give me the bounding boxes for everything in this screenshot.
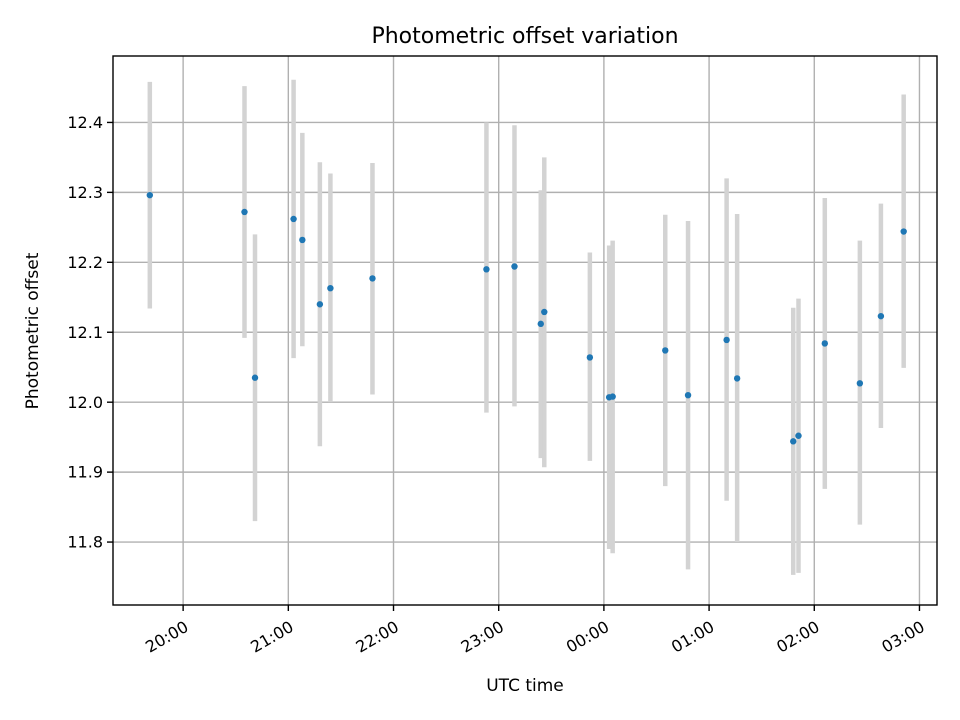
data-point [369, 275, 376, 282]
y-axis-label: Photometric offset [23, 252, 43, 409]
data-point [290, 215, 297, 223]
data-point [723, 336, 730, 344]
x-tick-label: 23:00 [458, 617, 507, 657]
data-point [900, 228, 907, 235]
errorbar-layer [147, 79, 906, 575]
data-point [299, 236, 306, 244]
data-point [541, 308, 548, 316]
data-point [790, 438, 797, 445]
x-axis-ticks: 20:00 21:00 22:00 23:00 00:00 01:00 02:00 03:00 [142, 605, 928, 657]
data-point [241, 208, 248, 216]
x-axis-label: UTC time [486, 676, 564, 696]
data-point [251, 374, 259, 381]
data-point [662, 347, 669, 354]
y-tick-label: 11.9 [67, 463, 103, 482]
data-point [483, 266, 490, 273]
data-point [146, 191, 154, 199]
y-tick-label: 12.3 [67, 183, 103, 202]
x-tick-label: 01:00 [668, 617, 717, 657]
x-tick-label: 20:00 [142, 617, 191, 657]
data-point [877, 312, 885, 320]
y-tick-label: 12.2 [67, 253, 103, 272]
data-point [821, 340, 828, 347]
y-axis-ticks: 11.8 11.9 12.0 12.1 12.2 12.3 12.4 [67, 113, 113, 552]
chart-title: Photometric offset variation [371, 24, 678, 49]
x-tick-label: 03:00 [878, 617, 927, 657]
x-tick-label: 22:00 [352, 617, 401, 657]
data-point [537, 320, 544, 328]
y-tick-label: 11.8 [67, 533, 103, 552]
x-tick-label: 02:00 [773, 617, 822, 657]
y-tick-label: 12.0 [67, 393, 103, 412]
x-tick-label: 00:00 [563, 617, 612, 657]
data-point [316, 301, 324, 308]
data-point [856, 380, 864, 387]
plot-frame [112, 55, 938, 606]
data-point [684, 391, 692, 399]
point-layer [146, 191, 907, 445]
data-point [795, 432, 802, 439]
y-tick-label: 12.4 [67, 113, 103, 132]
x-tick-label: 21:00 [247, 617, 296, 657]
data-point [733, 375, 741, 382]
data-point [511, 263, 518, 270]
grid-layer [113, 56, 937, 605]
y-tick-label: 12.1 [67, 323, 103, 342]
data-point [586, 354, 594, 361]
data-point [327, 284, 334, 292]
data-point [609, 393, 616, 400]
